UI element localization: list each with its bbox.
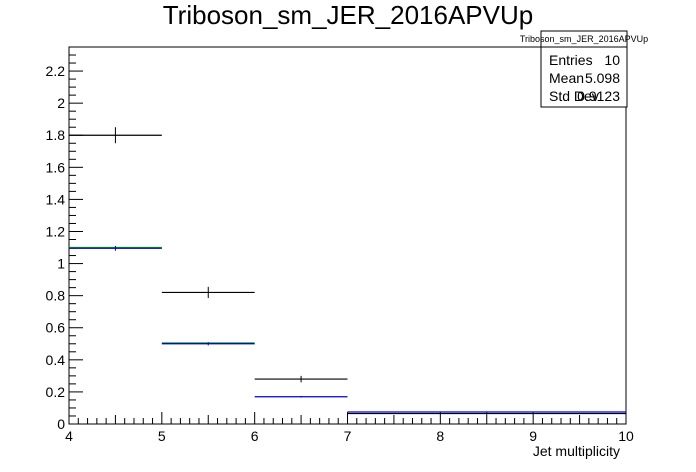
x-tick-label: 7 (344, 428, 352, 444)
stats-box: Triboson_sm_JER_2016APVUp Entries 10 Mea… (520, 30, 648, 108)
histogram-marks (69, 127, 626, 415)
x-tick-label: 6 (251, 428, 259, 444)
y-tick-label: 0.4 (46, 352, 66, 368)
x-tick-label: 4 (65, 428, 73, 444)
stats-entries-value: 10 (604, 52, 620, 68)
x-tick-label: 9 (529, 428, 537, 444)
stats-title: Triboson_sm_JER_2016APVUp (520, 34, 648, 44)
stats-stddev-value: 0.9123 (577, 88, 620, 104)
y-tick-label: 1.4 (46, 191, 66, 207)
x-axis: 4 5 6 7 8 9 10 (65, 412, 634, 444)
y-tick-label: 1 (57, 256, 65, 272)
stats-entries-label: Entries (549, 52, 593, 68)
chart-title: Triboson_sm_JER_2016APVUp (163, 0, 533, 30)
y-tick-label: 2 (57, 95, 65, 111)
x-tick-label: 8 (436, 428, 444, 444)
y-tick-label: 1.6 (46, 159, 66, 175)
y-tick-label: 2.2 (46, 63, 66, 79)
y-tick-label: 0.8 (46, 288, 66, 304)
y-tick-label: 0 (57, 416, 65, 432)
x-tick-label: 10 (618, 428, 634, 444)
y-tick-label: 0.2 (46, 384, 66, 400)
x-tick-label: 5 (158, 428, 166, 444)
y-tick-label: 1.2 (46, 223, 66, 239)
stats-mean-value: 5.098 (585, 70, 620, 86)
y-tick-label: 0.6 (46, 320, 66, 336)
y-tick-label: 1.8 (46, 127, 66, 143)
stats-mean-label: Mean (549, 70, 584, 86)
stats-stddev-label: Std Dev (549, 88, 599, 104)
x-axis-label: Jet multiplicity (533, 443, 620, 459)
y-axis: 0 0.2 0.4 0.6 0.8 1 1.2 1.4 1.6 1.8 2 2.2 (46, 46, 83, 432)
stats-values-box (540, 46, 628, 108)
